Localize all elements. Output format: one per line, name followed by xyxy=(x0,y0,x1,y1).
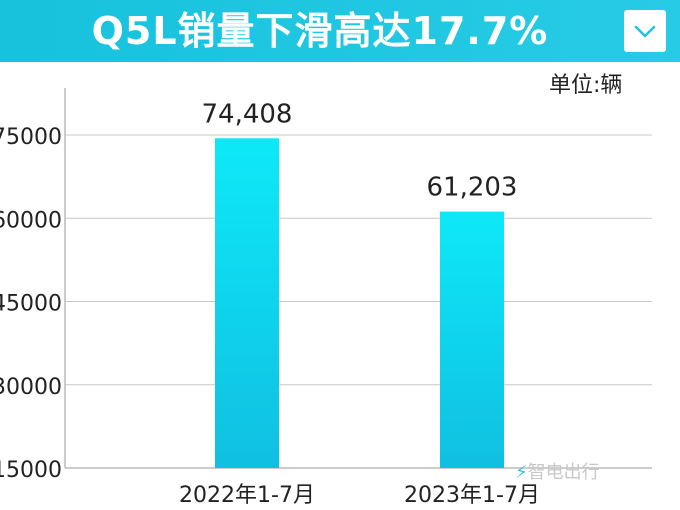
bar xyxy=(215,138,279,469)
lightning-bolt-icon: ⚡ xyxy=(515,462,528,483)
chevron-down-icon xyxy=(634,25,656,38)
bar xyxy=(440,211,504,468)
watermark-text: 智电出行 xyxy=(527,462,600,483)
x-tick-label: 2023年1-7月 xyxy=(404,483,540,508)
y-tick-label: 15000 xyxy=(0,458,62,483)
unit-label: 单位:辆 xyxy=(549,73,623,98)
y-tick-label: 30000 xyxy=(0,375,62,400)
y-tick-label: 60000 xyxy=(0,208,62,233)
y-tick-label: 45000 xyxy=(0,292,62,317)
chart-title: Q5L销量下滑高达17.7% xyxy=(91,9,549,53)
watermark: ⚡智电出行 xyxy=(515,458,600,484)
menu-button[interactable] xyxy=(624,10,666,52)
y-tick-label: 75000 xyxy=(0,125,62,150)
title-bar: Q5L销量下滑高达17.7% xyxy=(0,0,680,62)
bar-data-label: 74,408 xyxy=(202,99,293,129)
x-tick-label: 2022年1-7月 xyxy=(179,483,315,508)
bar-data-label: 61,203 xyxy=(427,173,518,203)
